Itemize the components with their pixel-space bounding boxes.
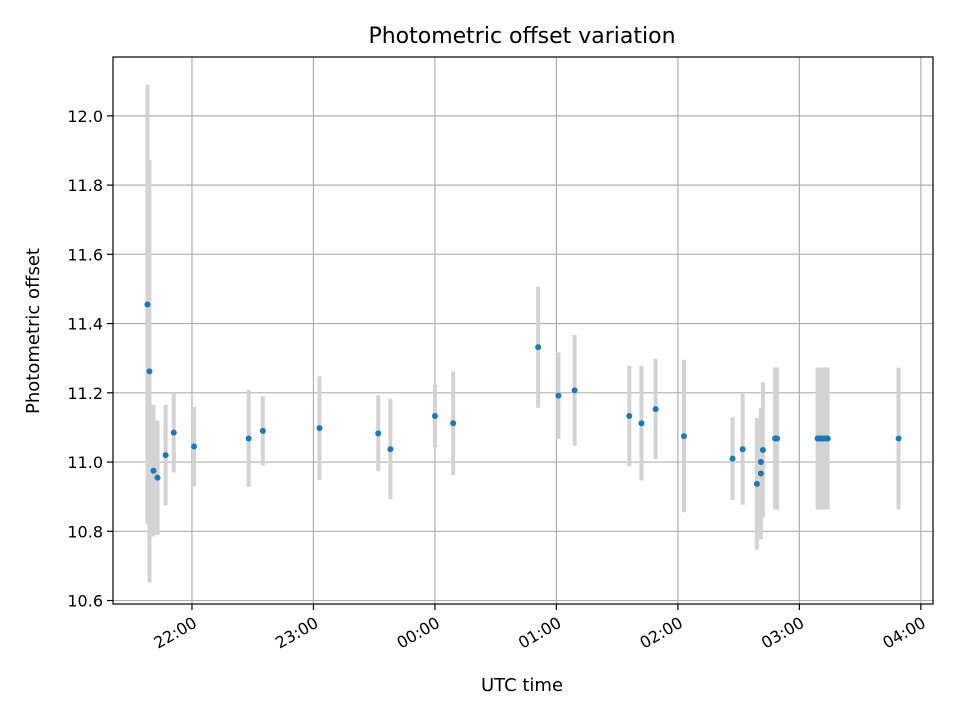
error-bars <box>145 84 901 583</box>
data-points <box>144 301 902 487</box>
x-axis-ticks: 22:00 23:00 00:00 01:00 02:00 03:00 04:00 <box>151 604 929 653</box>
y-tick-label: 10.6 <box>67 592 103 611</box>
data-point <box>535 344 542 351</box>
y-tick-label: 11.2 <box>67 384 103 403</box>
y-tick-label: 11.6 <box>67 245 103 264</box>
data-point <box>759 446 766 453</box>
data-point <box>375 430 382 437</box>
data-point <box>144 301 151 308</box>
plot-frame <box>112 56 934 605</box>
data-point <box>190 443 197 450</box>
y-axis-label: Photometric offset <box>23 248 44 414</box>
x-tick-label: 22:00 <box>151 613 200 653</box>
x-tick-label: 03:00 <box>758 613 807 653</box>
data-point <box>652 406 659 413</box>
y-tick-label: 11.0 <box>67 453 103 472</box>
y-tick-label: 10.8 <box>67 522 103 541</box>
data-point <box>739 446 746 453</box>
y-tick-label: 12.0 <box>67 107 103 126</box>
x-tick-label: 00:00 <box>393 613 442 653</box>
data-point <box>895 435 902 442</box>
y-axis-ticks: 10.6 10.8 11.0 11.2 11.4 11.6 11.8 12.0 <box>67 107 113 611</box>
y-tick-label: 11.4 <box>67 315 103 334</box>
grid <box>113 57 933 604</box>
data-point <box>774 435 781 442</box>
y-tick-label: 11.8 <box>67 176 103 195</box>
x-tick-label: 02:00 <box>636 613 685 653</box>
data-point <box>638 420 645 427</box>
data-point <box>555 392 562 399</box>
x-tick-label: 01:00 <box>515 613 564 653</box>
data-point <box>387 446 394 453</box>
data-point <box>571 387 578 394</box>
data-point <box>162 452 169 459</box>
data-point <box>170 429 177 436</box>
data-point <box>154 474 161 481</box>
chart-title: Photometric offset variation <box>368 24 675 49</box>
data-point <box>259 427 266 434</box>
data-point <box>146 368 153 375</box>
x-tick-label: 04:00 <box>879 613 928 653</box>
data-point <box>753 480 760 487</box>
data-point <box>245 435 252 442</box>
data-point <box>757 459 764 466</box>
data-point <box>680 433 687 440</box>
data-point <box>626 413 633 420</box>
data-point <box>450 420 457 427</box>
data-point <box>729 455 736 462</box>
data-point <box>757 470 764 477</box>
data-point <box>431 413 438 420</box>
data-point <box>824 435 831 442</box>
x-axis-label: UTC time <box>481 675 563 696</box>
data-point <box>316 425 323 432</box>
x-tick-label: 23:00 <box>272 613 321 653</box>
data-point <box>150 467 157 474</box>
